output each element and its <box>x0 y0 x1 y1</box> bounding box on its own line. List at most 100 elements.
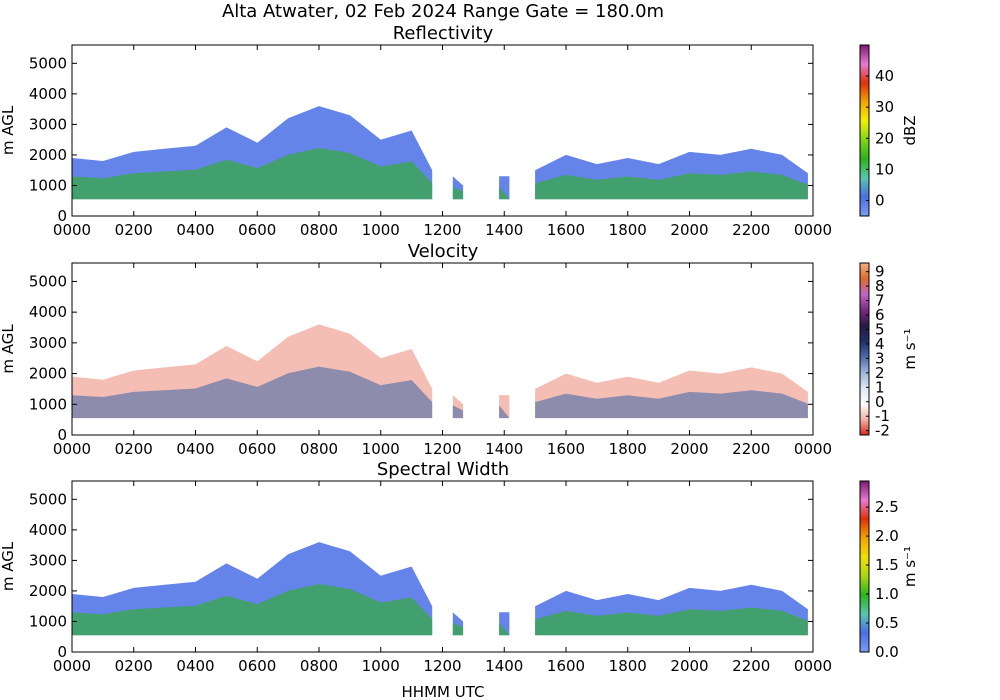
x-tick-label-vel: 0000 <box>794 440 832 458</box>
colorbar-tick-label-vel: -2 <box>875 422 890 440</box>
panel-sw: Spectral Width 0000 0200 0400 0600 0800 1000 12… <box>0 459 919 675</box>
y-tick-label-ref: 3000 <box>29 115 67 133</box>
x-tick-label-vel: 0600 <box>238 440 276 458</box>
colorbar-tick-label-sw: 2.5 <box>875 498 899 516</box>
colorbar-tick-label-sw: 2.0 <box>875 527 899 545</box>
y-tick-label-vel: 3000 <box>29 334 67 352</box>
y-tick-label-vel: 4000 <box>29 303 67 321</box>
y-tick-label-vel: 5000 <box>29 272 67 290</box>
y-tick-label-vel: 0 <box>57 426 67 444</box>
x-tick-label-ref: 1400 <box>485 221 523 239</box>
x-tick-label-vel: 0400 <box>176 440 214 458</box>
y-tick-label-ref: 1000 <box>29 176 67 194</box>
x-tick-label-ref: 0600 <box>238 221 276 239</box>
echo-core-sw-0 <box>72 584 433 636</box>
x-tick-label-vel: 1200 <box>423 440 461 458</box>
x-tick-label-vel: 0000 <box>53 440 91 458</box>
colorbar-tick-label-ref: 20 <box>875 129 894 147</box>
x-tick-label-sw: 2200 <box>732 657 770 675</box>
y-axis-label-vel: m AGL <box>0 324 17 374</box>
colorbar-tick-label-vel: 1 <box>875 378 885 396</box>
colorbar-label-ref: dBZ <box>901 115 919 145</box>
x-tick-label-sw: 0000 <box>53 657 91 675</box>
x-tick-label-sw: 1000 <box>362 657 400 675</box>
colorbar-label-sw: m s⁻¹ <box>901 546 919 587</box>
echo-core-ref-2 <box>499 186 510 200</box>
colorbar-tick-label-vel: 2 <box>875 364 885 382</box>
y-axis-label-sw: m AGL <box>0 541 17 591</box>
x-tick-label-sw: 2000 <box>670 657 708 675</box>
panel-title-sw: Spectral Width <box>377 459 509 480</box>
colorbar-tick-label-sw: 0.5 <box>875 614 899 632</box>
x-tick-label-ref: 2000 <box>670 221 708 239</box>
x-tick-label-vel: 1600 <box>547 440 585 458</box>
x-tick-label-vel: 2200 <box>732 440 770 458</box>
x-tick-label-ref: 1000 <box>362 221 400 239</box>
x-tick-label-ref: 0200 <box>115 221 153 239</box>
x-tick-label-ref: 0000 <box>794 221 832 239</box>
x-tick-label-ref: 2200 <box>732 221 770 239</box>
y-tick-label-ref: 0 <box>57 207 67 225</box>
x-tick-label-sw: 0200 <box>115 657 153 675</box>
x-tick-label-ref: 1600 <box>547 221 585 239</box>
colorbar-tick-label-sw: 0.0 <box>875 643 899 661</box>
echo-core-vel-2 <box>499 405 510 419</box>
colorbar-tick-label-ref: 30 <box>875 98 894 116</box>
colorbar-tick-label-vel: 5 <box>875 320 885 338</box>
y-tick-label-vel: 2000 <box>29 365 67 383</box>
x-tick-label-ref: 0800 <box>300 221 338 239</box>
y-tick-label-ref: 2000 <box>29 146 67 164</box>
x-tick-label-sw: 0400 <box>176 657 214 675</box>
figure-title: Alta Atwater, 02 Feb 2024 Range Gate = 1… <box>222 1 664 22</box>
colorbar-tick-label-ref: 10 <box>875 160 894 178</box>
x-tick-label-ref: 1800 <box>609 221 647 239</box>
colorbar-ref <box>859 44 870 217</box>
panel-title-ref: Reflectivity <box>393 23 494 44</box>
x-tick-label-sw: 1400 <box>485 657 523 675</box>
y-tick-label-ref: 4000 <box>29 85 67 103</box>
colorbar-tick-label-vel: 9 <box>875 263 885 281</box>
colorbar-tick-label-vel: 4 <box>875 335 885 353</box>
x-tick-label-sw: 0000 <box>794 657 832 675</box>
x-tick-label-vel: 1400 <box>485 440 523 458</box>
colorbar-tick-label-ref: 40 <box>875 67 894 85</box>
colorbar-tick-label-ref: 0 <box>875 191 885 209</box>
y-tick-label-vel: 1000 <box>29 395 67 413</box>
x-tick-label-vel: 1800 <box>609 440 647 458</box>
colorbar-sw <box>859 480 870 653</box>
echo-core-sw-2 <box>499 622 510 636</box>
colorbar-tick-label-vel: 8 <box>875 277 885 295</box>
x-axis-label: HHMM UTC <box>402 683 485 700</box>
y-tick-label-sw: 5000 <box>29 490 67 508</box>
colorbar-tick-label-vel: 3 <box>875 349 885 367</box>
x-tick-label-ref: 1200 <box>423 221 461 239</box>
x-tick-label-sw: 1600 <box>547 657 585 675</box>
x-tick-label-vel: 0200 <box>115 440 153 458</box>
x-tick-label-sw: 0800 <box>300 657 338 675</box>
y-tick-label-sw: 2000 <box>29 582 67 600</box>
x-tick-label-vel: 1000 <box>362 440 400 458</box>
y-tick-label-sw: 4000 <box>29 521 67 539</box>
colorbar-tick-label-vel: 7 <box>875 292 885 310</box>
y-tick-label-sw: 3000 <box>29 551 67 569</box>
echo-core-ref-1 <box>452 186 464 200</box>
y-tick-label-sw: 1000 <box>29 612 67 630</box>
echo-core-vel-3 <box>535 390 808 419</box>
x-tick-label-vel: 0800 <box>300 440 338 458</box>
colorbar-tick-label-sw: 1.0 <box>875 585 899 603</box>
echo-core-ref-3 <box>535 171 808 200</box>
y-axis-label-ref: m AGL <box>0 105 17 155</box>
echo-core-vel-0 <box>72 366 433 419</box>
colorbar-tick-label-vel: -1 <box>875 407 890 425</box>
x-tick-label-sw: 1800 <box>609 657 647 675</box>
echo-core-ref-0 <box>72 148 433 200</box>
y-tick-label-ref: 5000 <box>29 54 67 72</box>
colorbar-label-vel: m s⁻¹ <box>901 328 919 369</box>
colorbar-tick-label-vel: 6 <box>875 306 885 324</box>
panel-title-vel: Velocity <box>408 241 479 262</box>
x-tick-label-sw: 1200 <box>423 657 461 675</box>
colorbar-tick-label-sw: 1.5 <box>875 556 899 574</box>
echo-core-sw-1 <box>452 622 464 636</box>
echo-core-vel-1 <box>452 405 464 419</box>
